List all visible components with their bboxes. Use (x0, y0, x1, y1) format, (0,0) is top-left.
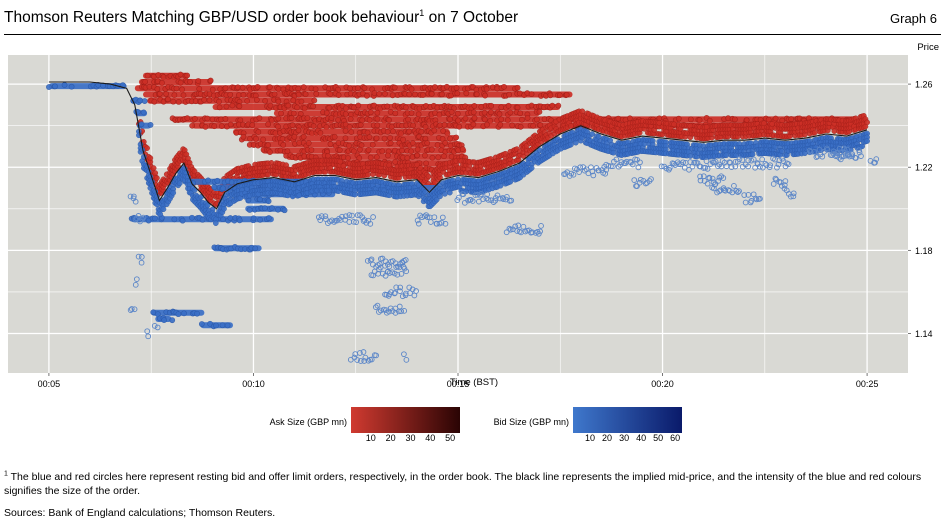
bid-level (136, 121, 154, 129)
legend-tick-label: 20 (386, 433, 396, 443)
y-tick-label: 1.22 (915, 163, 933, 173)
y-tick-label: 1.26 (915, 80, 933, 90)
graph-number: Graph 6 (890, 11, 937, 26)
y-axis-label: Price (917, 42, 939, 53)
legend-ask-colorbar (351, 407, 460, 433)
mid-price-path (48, 81, 868, 210)
bid-level (133, 108, 148, 117)
x-axis-ticks: 00:05 00:10 00:15 00:20 00:25 (38, 373, 879, 389)
y-axis-ticks: 1.14 1.18 1.22 1.26 (908, 80, 933, 339)
y-tick-label: 1.18 (915, 246, 933, 256)
order-book-chart: Price 1.141.181.221.26 00:05 00:10 00:15 00… (8, 42, 939, 443)
x-tick-label: 00:15 (447, 379, 470, 389)
legend-tick-label: 10 (366, 433, 376, 443)
ask-orders (134, 71, 870, 208)
legend-tick-label: 60 (670, 433, 680, 443)
x-tick-label: 00:25 (856, 379, 879, 389)
legend-tick-label: 50 (653, 433, 663, 443)
x-tick-label: 00:20 (651, 379, 674, 389)
ask-level (138, 77, 214, 87)
legend-tick-label: 30 (405, 433, 415, 443)
bid-orders (46, 82, 880, 364)
legend-tick-label: 30 (619, 433, 629, 443)
legend-tick-label: 40 (636, 433, 646, 443)
x-tick-label: 00:10 (242, 379, 265, 389)
bid-level (150, 308, 205, 318)
legend-tick-label: 40 (425, 433, 435, 443)
ask-level (143, 71, 191, 81)
bid-open-orders (127, 145, 880, 364)
ask-level (143, 90, 573, 99)
legend-tick-label: 50 (445, 433, 455, 443)
footnote-marker: 1 (4, 470, 8, 478)
legend-bid-label: Bid Size (GBP mn) (494, 417, 569, 427)
legend-tick-label: 10 (585, 433, 595, 443)
bid-level (211, 243, 262, 253)
legend-bid-colorbar (573, 407, 682, 433)
ask-level (246, 140, 465, 149)
ask-level (212, 102, 562, 112)
legend: Ask Size (GBP mn) 10 20 30 40 50 Bid Size (G… (270, 407, 682, 443)
y-tick-label: 1.14 (915, 329, 933, 339)
legend-ask-label: Ask Size (GBP mn) (270, 417, 347, 427)
ask-level (233, 127, 451, 137)
bid-level (46, 82, 127, 90)
ask-level (273, 108, 543, 118)
ask-level (260, 146, 467, 155)
ask-level (134, 83, 521, 93)
bid-level (128, 214, 274, 224)
legend-ask-ticks: 10 20 30 40 50 (366, 433, 455, 443)
bid-near-touch (136, 126, 870, 226)
bid-level (198, 320, 233, 330)
header-rule (4, 34, 941, 35)
x-tick-label: 00:05 (38, 379, 61, 389)
bid-level (155, 315, 176, 324)
legend-bid-ticks: 10 20 30 40 50 60 (585, 433, 680, 443)
ask-level (238, 133, 460, 143)
bid-level (245, 205, 288, 214)
page-title: Thomson Reuters Matching GBP/USD order b… (4, 7, 519, 27)
bid-level (130, 96, 148, 106)
footnote-text: The blue and red circles here represent … (4, 471, 922, 497)
title-footnote-marker: 1 (419, 7, 425, 18)
grid-lines (8, 55, 908, 373)
title-main: Thomson Reuters Matching GBP/USD order b… (4, 9, 420, 26)
title-tail: on 7 October (424, 9, 519, 26)
mid-price-line (48, 81, 868, 210)
footnote: 1 The blue and red circles here represen… (4, 470, 940, 498)
ask-level (147, 96, 318, 106)
legend-tick-label: 20 (602, 433, 612, 443)
sources: Sources: Bank of England calculations; T… (4, 507, 276, 519)
x-axis-label: Time (BST) (450, 377, 498, 388)
